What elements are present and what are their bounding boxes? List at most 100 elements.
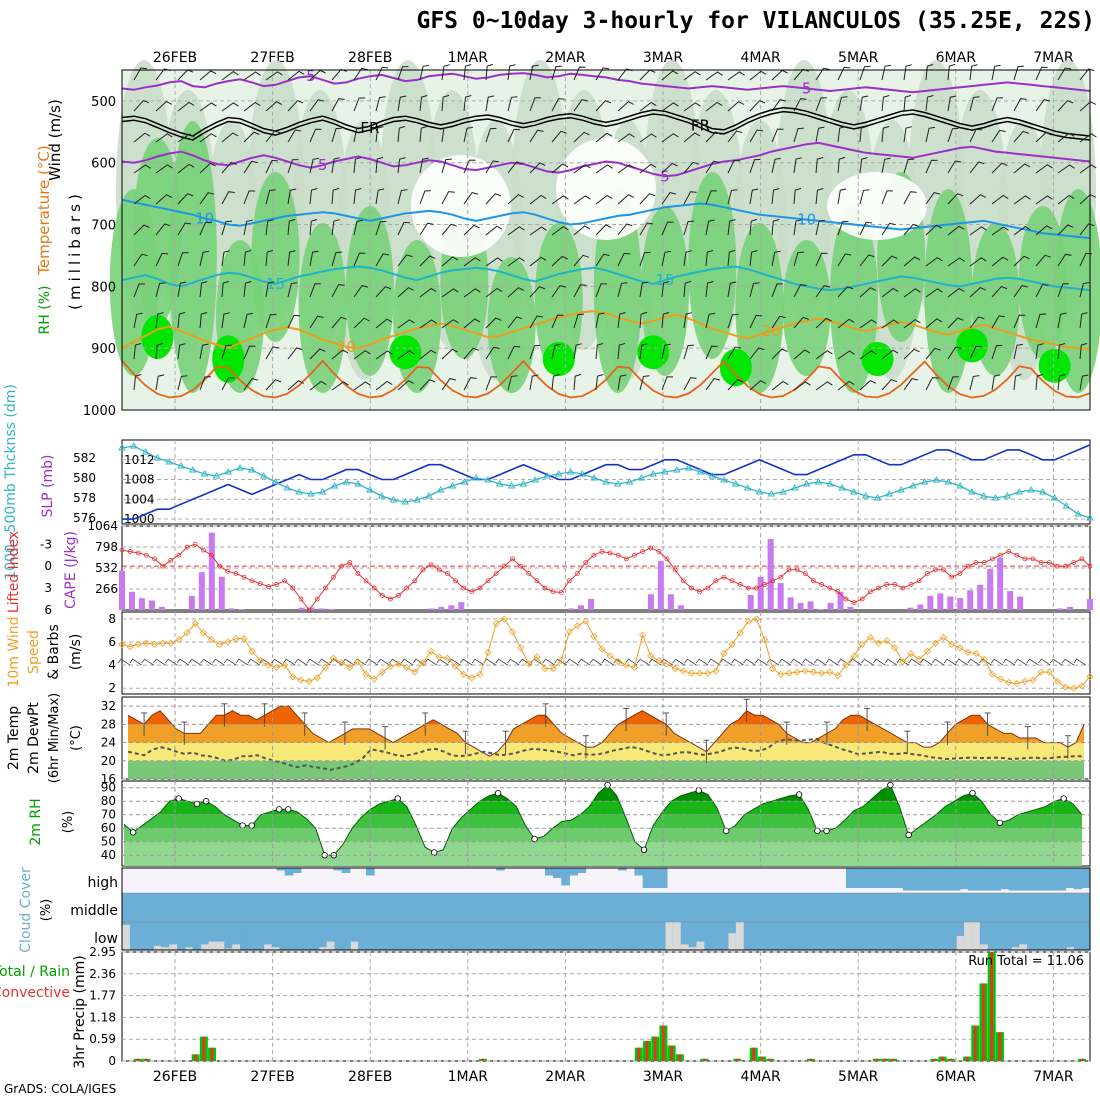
- wind-speed-marker: [956, 644, 964, 652]
- li-marker: [493, 571, 499, 576]
- li-marker: [1079, 556, 1085, 562]
- wind-barb: [727, 346, 742, 360]
- cloud-low-base: [184, 922, 194, 950]
- wind-barb: [287, 314, 301, 329]
- cloud-high-bar: [845, 868, 855, 888]
- wind-barb: [815, 67, 830, 81]
- cloud-low-base: [310, 922, 320, 950]
- wind-barb: [1013, 65, 1025, 81]
- temperature-contour-label: 15: [655, 271, 674, 289]
- cloud-middle-bar: [797, 893, 806, 922]
- cloud-low-bar: [688, 947, 698, 950]
- cloud-low-base: [814, 922, 823, 950]
- cloud-low-base: [539, 922, 548, 950]
- wind-barb: [529, 97, 541, 112]
- wind-speed-marker: [801, 667, 809, 675]
- wind-barb: [859, 350, 877, 360]
- wind-barb: [331, 98, 345, 112]
- rh-marker: [248, 822, 255, 829]
- wind-barb: [133, 67, 147, 81]
- temperature-contour: [121, 72, 1091, 94]
- wind-speed-marker: [842, 661, 850, 669]
- li-marker: [924, 571, 930, 576]
- wind-barb: [331, 251, 342, 267]
- thickness-marker: [389, 496, 398, 503]
- cloud-high-bar: [943, 868, 953, 891]
- li-marker: [1087, 563, 1093, 569]
- wind-barb: [1013, 255, 1030, 267]
- wind-barb-10m: [400, 658, 414, 666]
- thickness-marker: [590, 474, 598, 481]
- wind-barb: [441, 191, 455, 205]
- li-axis-label: Lifted Index: [6, 531, 22, 613]
- wind-barb-10m: [955, 658, 969, 666]
- wind-speed-marker: [240, 634, 248, 643]
- thickness-marker: [1003, 492, 1012, 499]
- wind-barb-10m: [424, 658, 438, 666]
- cloud-middle-bar: [284, 893, 294, 922]
- rh-marker: [285, 806, 292, 813]
- wind-barb: [397, 66, 409, 81]
- wind-barb: [265, 101, 283, 112]
- wind-barb: [529, 256, 547, 267]
- li-marker: [721, 574, 727, 580]
- li-marker: [778, 574, 784, 580]
- li-marker: [119, 547, 125, 553]
- wind-speed-marker: [232, 634, 240, 643]
- rh-tick-label: 60: [101, 821, 116, 835]
- cape-bar: [827, 602, 834, 610]
- cloud-high-bar: [1057, 868, 1067, 891]
- thickness-marker: [377, 492, 386, 499]
- precip-convective-bar: [637, 1047, 641, 1061]
- li-marker: [664, 556, 670, 562]
- cloud-low-base: [452, 922, 461, 950]
- wind-10m-panel: 8 6 4 2: [108, 611, 1094, 695]
- thickness-marker: [130, 442, 138, 449]
- wind-barb: [353, 350, 371, 360]
- cloud-low-bar: [735, 922, 745, 950]
- temperature-contour-label: 5: [318, 156, 328, 174]
- rh-marker: [175, 795, 182, 802]
- wind-barb: [155, 374, 165, 391]
- cape-bar: [308, 607, 315, 610]
- wind-barb: [155, 342, 164, 360]
- wind-barb: [617, 312, 626, 329]
- cloud-middle-bar: [357, 893, 367, 922]
- li-marker: [1006, 549, 1012, 554]
- rh-tick-label: 50: [101, 835, 116, 849]
- cloud-low-bar: [216, 941, 225, 950]
- cloud-low-base: [334, 922, 343, 950]
- cloud-low-base: [389, 922, 398, 950]
- rh-marker: [823, 827, 830, 835]
- bottom-date-label: 28FEB: [348, 1069, 392, 1085]
- wind-barb: [639, 375, 650, 391]
- cloud-low-base: [279, 922, 288, 950]
- temp-tick-label: 32: [101, 699, 116, 713]
- cloud-high-bar: [650, 868, 660, 888]
- wind-speed-marker: [777, 670, 785, 678]
- cloud-middle-bar: [992, 893, 1002, 922]
- wind-barb-10m: [412, 658, 426, 666]
- wind-speed-marker: [207, 636, 216, 644]
- li-marker: [428, 562, 434, 568]
- wind-barb: [507, 287, 525, 298]
- wind-barb: [529, 162, 546, 174]
- wind-barb: [727, 71, 745, 81]
- precip-convective-bar: [809, 1058, 813, 1061]
- wind-barb-10m: [908, 658, 921, 666]
- cloud-high-bar: [984, 868, 993, 891]
- wind-barbs: [133, 63, 1097, 391]
- cape-bar: [328, 609, 335, 610]
- cloud-middle-bar: [211, 893, 221, 922]
- cloud-high-bar: [870, 868, 880, 888]
- cloud-low-base: [861, 922, 871, 950]
- wind-barb: [551, 374, 560, 391]
- wind-barb: [287, 188, 297, 205]
- wind-speed-marker: [695, 669, 704, 677]
- cape-bar: [977, 584, 984, 610]
- wind-axis-label: Wind (m/s): [46, 99, 64, 181]
- wind-barb: [353, 317, 370, 329]
- wind-barb: [287, 218, 296, 236]
- li-marker: [444, 571, 450, 576]
- cloud-middle-bar: [789, 893, 798, 922]
